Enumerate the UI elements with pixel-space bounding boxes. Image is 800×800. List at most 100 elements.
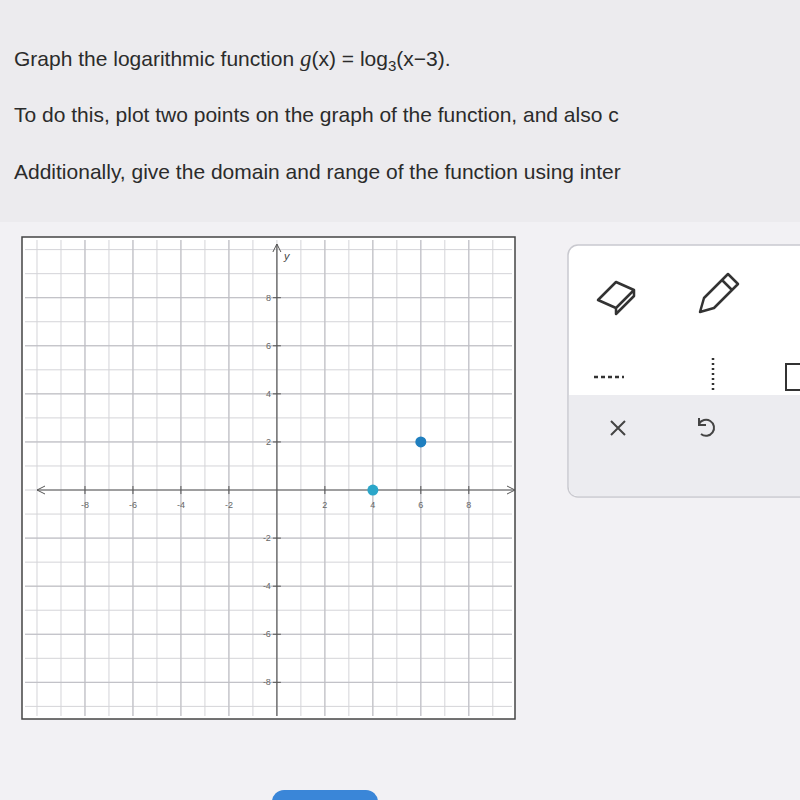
tick	[273, 393, 281, 394]
tick-label: -4	[263, 581, 271, 591]
vertical-line-icon[interactable]	[712, 358, 715, 392]
tick	[273, 586, 281, 587]
tick	[273, 634, 281, 635]
graph-frame	[22, 237, 515, 719]
grid-line	[444, 240, 445, 716]
grid-line	[25, 465, 512, 466]
dashed-line-icon[interactable]	[594, 376, 624, 379]
question-segment: (x) = log	[311, 47, 387, 70]
toolbar-panel	[568, 245, 800, 497]
point	[367, 485, 378, 496]
tick-label: -8	[81, 500, 89, 510]
grid-line	[25, 706, 512, 707]
axes: y -8 -6 -4 -2 2 4 6 8 -8 -6 -4 -2 2 4 6 8	[37, 244, 515, 716]
tick-label: -2	[225, 500, 233, 510]
grid-line	[420, 240, 421, 716]
question-line: Graph the logarithmic function g(x) = lo…	[14, 46, 451, 74]
tick	[273, 682, 281, 683]
question-segment: Graph the logarithmic function	[14, 47, 300, 70]
tick-label: -2	[263, 533, 271, 543]
x-axis	[37, 489, 515, 490]
page-background	[0, 0, 800, 800]
grid-line	[180, 240, 181, 716]
tick	[84, 486, 85, 494]
tick-label: 2	[322, 500, 327, 510]
grid-line	[204, 240, 205, 716]
grid-line	[25, 249, 512, 250]
grid-line	[276, 240, 277, 716]
pencil-icon[interactable]	[700, 274, 738, 312]
grid-line	[348, 240, 349, 716]
grid-line	[25, 610, 512, 611]
grid-line	[252, 240, 253, 716]
partial-icon	[786, 364, 800, 390]
tick-label: -4	[177, 500, 185, 510]
points	[367, 436, 426, 495]
tick-label: 4	[370, 500, 375, 510]
tick-label: 6	[418, 500, 423, 510]
tick-label: 4	[266, 389, 271, 399]
grid-line	[468, 240, 469, 716]
axis-arrow	[507, 486, 515, 494]
point	[415, 436, 426, 447]
grid-line	[300, 240, 301, 716]
grid-line	[25, 273, 512, 274]
grid-line	[84, 240, 85, 716]
question-segment: 3	[388, 57, 396, 74]
grid-line	[36, 240, 37, 716]
tick-label: -6	[129, 500, 137, 510]
grid-line	[324, 240, 325, 716]
grid-line	[132, 240, 133, 716]
axis-label: y	[283, 250, 291, 262]
grid-line	[25, 562, 512, 563]
axis-arrow	[273, 244, 281, 252]
tick	[180, 486, 181, 494]
grid-line	[25, 658, 512, 659]
grid-line	[372, 240, 373, 716]
grid-line	[372, 240, 373, 716]
grid	[25, 240, 512, 716]
grid-line	[324, 240, 325, 716]
grid-line	[60, 240, 61, 716]
grid-line	[25, 514, 512, 515]
grid-line	[25, 321, 512, 322]
toolbar	[568, 245, 800, 497]
tick-label: -6	[263, 629, 271, 639]
question-segment: g	[300, 46, 312, 71]
grid-line	[396, 240, 397, 716]
tick	[273, 345, 281, 346]
grid-line	[25, 369, 512, 370]
tick	[420, 486, 421, 494]
eraser-icon[interactable]	[598, 282, 634, 314]
clear-icon[interactable]	[611, 421, 625, 435]
screen: Graph the logarithmic function g(x) = lo…	[0, 0, 800, 800]
grid-line	[228, 240, 229, 716]
grid-line	[180, 240, 181, 716]
grid-line	[132, 240, 133, 716]
tick-label: 8	[266, 293, 271, 303]
grid-line	[84, 240, 85, 716]
tick	[132, 486, 133, 494]
question-segment: (x−3).	[396, 47, 450, 70]
tick	[273, 297, 281, 298]
tick	[468, 486, 469, 494]
grid-line	[25, 417, 512, 418]
tick-label: 8	[466, 500, 471, 510]
grid-line	[228, 240, 229, 716]
check-button[interactable]	[272, 790, 378, 800]
grid-line	[156, 240, 157, 716]
tick-label: -8	[263, 677, 271, 687]
tick-label: 6	[266, 341, 271, 351]
tick	[228, 486, 229, 494]
undo-icon[interactable]	[699, 418, 714, 436]
tick	[273, 441, 281, 442]
tick	[324, 486, 325, 494]
tick-label: 2	[266, 437, 271, 447]
tick	[273, 538, 281, 539]
question-line: To do this, plot two points on the graph…	[14, 103, 619, 126]
question-line: Additionally, give the domain and range …	[14, 160, 621, 183]
grid-line	[420, 240, 421, 716]
grid-line	[468, 240, 469, 716]
y-axis	[276, 244, 277, 716]
grid-line	[492, 240, 493, 716]
